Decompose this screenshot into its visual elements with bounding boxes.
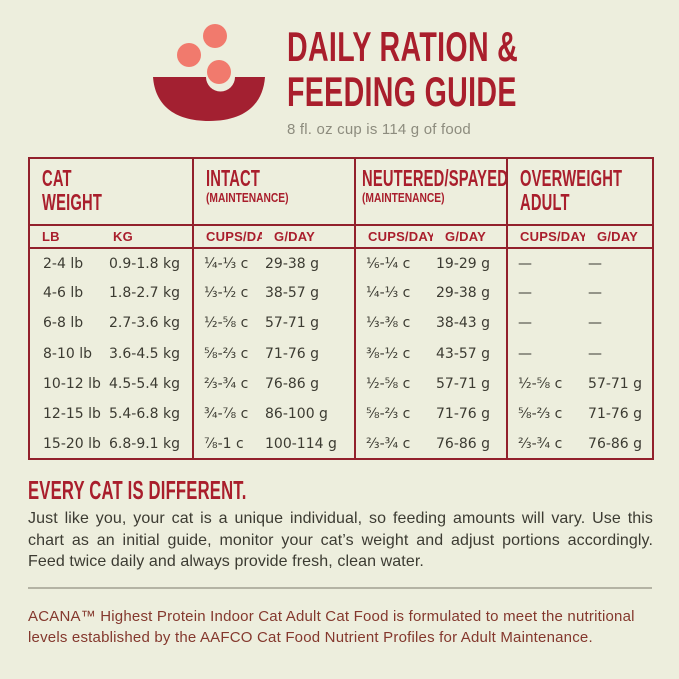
cell-overweight_cups: ⅔-¾ c <box>506 429 586 460</box>
table-row: 15-20 lb 6.8-9.1 kg ⅞-1 c 100-114 g ⅔-¾ c 76-… <box>29 429 653 460</box>
cell-overweight_cups: — <box>506 248 586 279</box>
cell-neutered_g: 29-38 g <box>436 285 491 302</box>
feeding-advice-paragraph: Just like you, your cat is a unique indi… <box>28 510 653 570</box>
cell-lb: 6-8 lb <box>43 315 84 332</box>
cell-intact_cups: ¾-⅞ c <box>192 398 263 430</box>
cell-intact_cups: ⅝-⅔ c <box>192 338 263 369</box>
header: DAILY RATION & FEEDING GUIDE 8 fl. oz cu… <box>287 24 627 138</box>
cell-intact_cups: ⅔-¾ c <box>192 368 263 399</box>
cell-intact_g: 71-76 g <box>265 345 320 362</box>
cell-overweight_g: 76-86 g <box>588 435 643 452</box>
subheader-intact-g: G/DAY <box>262 225 356 249</box>
cell-lb: 8-10 lb <box>43 345 92 362</box>
col-group-intact-sublabel: (MAINTENANCE) <box>206 191 289 205</box>
cell-kg: 0.9-1.8 kg <box>109 255 181 272</box>
subheader-kg: KG <box>101 225 194 249</box>
col-group-overweight-adult-label: OVERWEIGHT ADULT <box>520 165 623 215</box>
col-group-neutered-spayed-sublabel: (MAINTENANCE) <box>362 191 445 205</box>
divider-line <box>28 587 652 589</box>
col-group-overweight-adult: OVERWEIGHT ADULT <box>506 158 654 226</box>
cell-intact_g: 57-71 g <box>265 315 320 332</box>
cell-intact_cups: ⅓-½ c <box>192 278 263 309</box>
cell-neutered_cups: ⅝-⅔ c <box>354 398 434 430</box>
subheader-intact-cups: CUPS/DAY <box>192 225 263 249</box>
cell-neutered_g: 71-76 g <box>436 406 491 423</box>
col-group-intact-label: INTACT <box>206 165 261 191</box>
subheader-neutered-cups: CUPS/DAY <box>354 225 434 249</box>
table-row: 2-4 lb 0.9-1.8 kg ¼-⅓ c 29-38 g ⅙-¼ c 19-29 g… <box>29 248 653 279</box>
subheader-overweight-cups: CUPS/DAY <box>506 225 586 249</box>
table-row: 6-8 lb 2.7-3.6 kg ½-⅝ c 57-71 g ⅓-⅜ c 38-43 g… <box>29 308 653 339</box>
cup-conversion-note: 8 fl. oz cup is 114 g of food <box>287 121 471 138</box>
cell-intact_g: 76-86 g <box>265 375 320 392</box>
cell-lb: 10-12 lb <box>43 375 101 392</box>
cell-kg: 4.5-5.4 kg <box>109 375 181 392</box>
cell-lb: 4-6 lb <box>43 285 84 302</box>
cell-kg: 2.7-3.6 kg <box>109 315 181 332</box>
cell-lb: 15-20 lb <box>43 435 101 452</box>
cell-neutered_g: 19-29 g <box>436 255 491 272</box>
cell-intact_cups: ¼-⅓ c <box>192 248 263 279</box>
cell-intact_g: 86-100 g <box>265 406 328 423</box>
cell-overweight_g: — <box>588 255 603 272</box>
cell-overweight_g: 71-76 g <box>588 406 643 423</box>
col-group-neutered-spayed-label: NEUTERED/SPAYED <box>362 165 508 191</box>
cell-overweight_g: — <box>588 345 603 362</box>
table-row: 10-12 lb 4.5-5.4 kg ⅔-¾ c 76-86 g ½-⅝ c 57-71… <box>29 368 653 399</box>
cell-overweight_g: 57-71 g <box>588 375 643 392</box>
cell-kg: 3.6-4.5 kg <box>109 345 181 362</box>
cell-overweight_cups: — <box>506 338 586 369</box>
feeding-table: CAT WEIGHT INTACT (MAINTENANCE) NEUTERED… <box>28 157 655 461</box>
cell-neutered_g: 57-71 g <box>436 375 491 392</box>
cell-neutered_cups: ½-⅝ c <box>354 368 434 399</box>
table-row: 4-6 lb 1.8-2.7 kg ⅓-½ c 38-57 g ¼-⅓ c 29-38 g… <box>29 278 653 309</box>
feeding-table-body: 2-4 lb 0.9-1.8 kg ¼-⅓ c 29-38 g ⅙-¼ c 19-29 g… <box>29 248 653 460</box>
table-group-header-row: CAT WEIGHT INTACT (MAINTENANCE) NEUTERED… <box>29 158 654 226</box>
cell-intact_g: 100-114 g <box>265 435 337 452</box>
bowl-with-kibble-icon <box>153 24 265 121</box>
subheader-lb: LB <box>29 225 101 249</box>
cell-neutered_g: 38-43 g <box>436 315 491 332</box>
every-cat-heading: EVERY CAT IS DIFFERENT. <box>28 475 247 505</box>
cell-kg: 1.8-2.7 kg <box>109 285 181 302</box>
cell-neutered_cups: ⅓-⅜ c <box>354 308 434 339</box>
col-group-neutered-spayed: NEUTERED/SPAYED (MAINTENANCE) <box>354 158 508 226</box>
cell-overweight_g: — <box>588 285 603 302</box>
cell-lb: 2-4 lb <box>43 255 84 272</box>
page-title-line1: DAILY RATION & <box>287 23 519 70</box>
aafco-statement: ACANA™ Highest Protein Indoor Cat Adult … <box>28 608 635 646</box>
cell-neutered_cups: ⅔-¾ c <box>354 429 434 460</box>
cell-neutered_cups: ¼-⅓ c <box>354 278 434 309</box>
table-row: 8-10 lb 3.6-4.5 kg ⅝-⅔ c 71-76 g ⅜-½ c 43-57 … <box>29 338 653 369</box>
cell-neutered_cups: ⅙-¼ c <box>354 248 434 279</box>
cell-overweight_cups: ⅝-⅔ c <box>506 398 586 430</box>
subheader-neutered-g: G/DAY <box>433 225 508 249</box>
cell-intact_g: 29-38 g <box>265 255 320 272</box>
cell-lb: 12-15 lb <box>43 406 101 423</box>
col-group-intact: INTACT (MAINTENANCE) <box>192 158 356 226</box>
cell-intact_cups: ½-⅝ c <box>192 308 263 339</box>
page-title-line2: FEEDING GUIDE <box>287 68 517 115</box>
table-row: 12-15 lb 5.4-6.8 kg ¾-⅞ c 86-100 g ⅝-⅔ c 71-7… <box>29 398 653 430</box>
cell-neutered_cups: ⅜-½ c <box>354 338 434 369</box>
col-group-cat-weight-label: CAT WEIGHT <box>42 165 103 215</box>
table-subheader-row: LB KG CUPS/DAY G/DAY CUPS/DAY G/DAY CUPS… <box>29 225 654 249</box>
cell-neutered_g: 76-86 g <box>436 435 491 452</box>
cell-overweight_g: — <box>588 315 603 332</box>
subheader-overweight-g: G/DAY <box>585 225 654 249</box>
cell-intact_cups: ⅞-1 c <box>192 429 263 460</box>
cell-intact_g: 38-57 g <box>265 285 320 302</box>
cell-kg: 5.4-6.8 kg <box>109 406 181 423</box>
cell-overweight_cups: — <box>506 308 586 339</box>
cell-kg: 6.8-9.1 kg <box>109 435 181 452</box>
cell-overweight_cups: — <box>506 278 586 309</box>
col-group-cat-weight: CAT WEIGHT <box>29 158 194 226</box>
cell-neutered_g: 43-57 g <box>436 345 491 362</box>
cell-overweight_cups: ½-⅝ c <box>506 368 586 399</box>
